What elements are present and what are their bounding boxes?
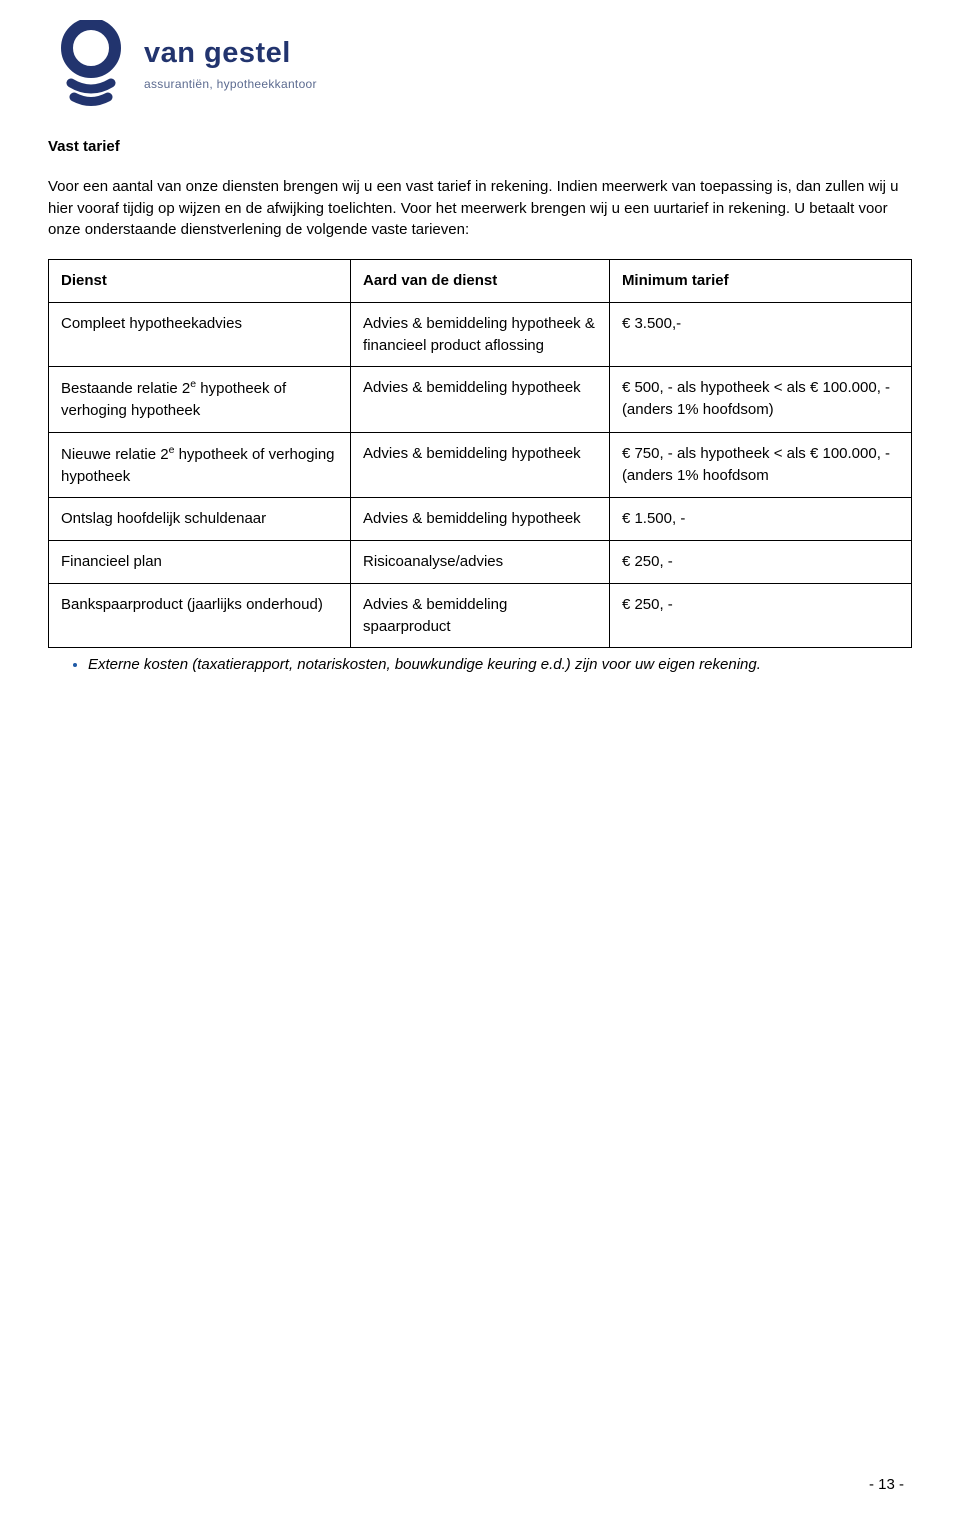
logo-mark bbox=[56, 20, 126, 108]
page-number: - 13 - bbox=[869, 1474, 904, 1496]
cell-tarief: € 250, - bbox=[609, 541, 911, 584]
cell-dienst: Ontslag hoofdelijk schuldenaar bbox=[49, 498, 351, 541]
cell-tarief: € 250, - bbox=[609, 583, 911, 648]
cell-aard: Advies & bemiddeling hypotheek bbox=[351, 432, 610, 498]
col-tarief: Minimum tarief bbox=[609, 260, 911, 303]
cell-dienst: Compleet hypotheekadvies bbox=[49, 302, 351, 367]
intro-paragraph: Voor een aantal van onze diensten brenge… bbox=[48, 176, 912, 241]
col-aard: Aard van de dienst bbox=[351, 260, 610, 303]
table-row: Ontslag hoofdelijk schuldenaar Advies & … bbox=[49, 498, 912, 541]
cell-tarief: € 500, - als hypotheek < als € 100.000, … bbox=[609, 367, 911, 433]
section-heading: Vast tarief bbox=[48, 136, 912, 158]
cell-aard: Advies & bemiddeling hypotheek bbox=[351, 498, 610, 541]
footnote-item: Externe kosten (taxatierapport, notarisk… bbox=[88, 654, 912, 676]
table-row: Nieuwe relatie 2e hypotheek of verhoging… bbox=[49, 432, 912, 498]
cell-dienst: Nieuwe relatie 2e hypotheek of verhoging… bbox=[49, 432, 351, 498]
table-row: Compleet hypotheekadvies Advies & bemidd… bbox=[49, 302, 912, 367]
table-row: Bankspaarproduct (jaarlijks onderhoud) A… bbox=[49, 583, 912, 648]
logo-subtitle: assurantiën, hypotheekkantoor bbox=[144, 76, 317, 93]
col-dienst: Dienst bbox=[49, 260, 351, 303]
logo-text: van gestel assurantiën, hypotheekkantoor bbox=[144, 20, 317, 93]
cell-dienst: Financieel plan bbox=[49, 541, 351, 584]
cell-tarief: € 3.500,- bbox=[609, 302, 911, 367]
cell-aard: Advies & bemiddeling hypotheek bbox=[351, 367, 610, 433]
table-row: Financieel plan Risicoanalyse/advies € 2… bbox=[49, 541, 912, 584]
logo-title: van gestel bbox=[144, 32, 317, 74]
brand-logo: van gestel assurantiën, hypotheekkantoor bbox=[56, 20, 912, 108]
cell-aard: Risicoanalyse/advies bbox=[351, 541, 610, 584]
cell-dienst: Bankspaarproduct (jaarlijks onderhoud) bbox=[49, 583, 351, 648]
cell-aard: Advies & bemiddeling hypotheek & financi… bbox=[351, 302, 610, 367]
table-row: Bestaande relatie 2e hypotheek of verhog… bbox=[49, 367, 912, 433]
tariff-table: Dienst Aard van de dienst Minimum tarief… bbox=[48, 259, 912, 648]
cell-dienst: Bestaande relatie 2e hypotheek of verhog… bbox=[49, 367, 351, 433]
cell-tarief: € 750, - als hypotheek < als € 100.000, … bbox=[609, 432, 911, 498]
footnote-list: Externe kosten (taxatierapport, notarisk… bbox=[88, 654, 912, 676]
table-header-row: Dienst Aard van de dienst Minimum tarief bbox=[49, 260, 912, 303]
cell-aard: Advies & bemiddeling spaarproduct bbox=[351, 583, 610, 648]
cell-tarief: € 1.500, - bbox=[609, 498, 911, 541]
